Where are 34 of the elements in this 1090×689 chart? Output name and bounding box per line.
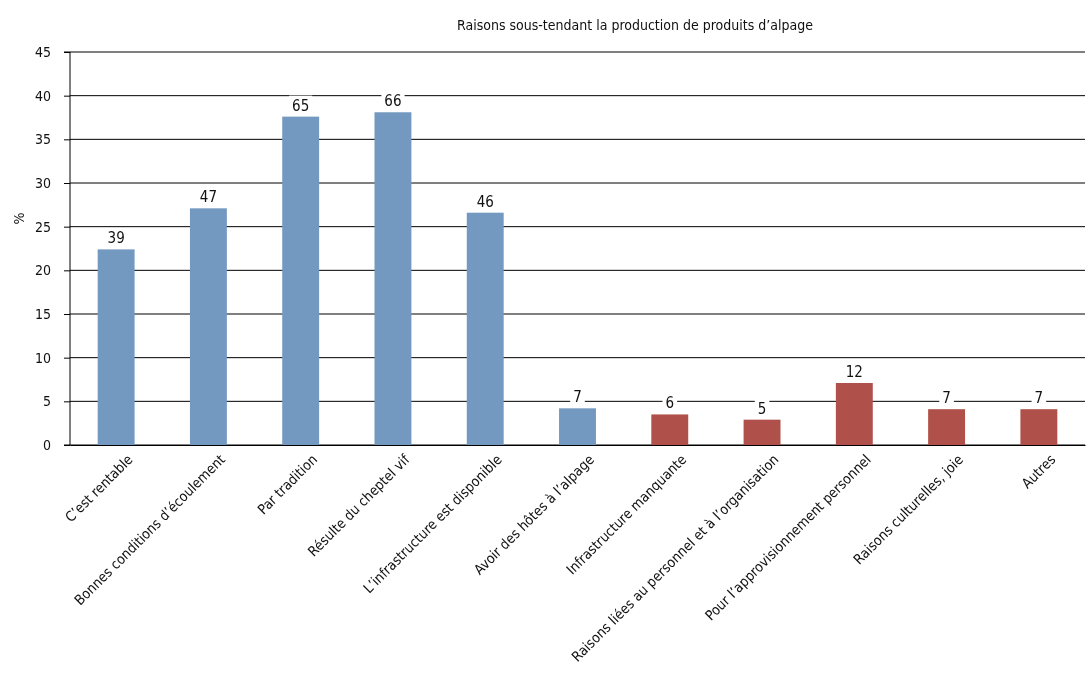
bar [97,249,135,445]
bar [928,409,966,445]
bar [835,382,873,445]
y-tick-label: 30 [34,174,51,191]
annotation: 7 [1034,389,1044,408]
y-tick-label: 15 [34,305,51,322]
y-tick-label: 45 [34,43,51,60]
bar [651,414,689,445]
bar [282,116,320,445]
annotation: 12 [845,362,863,381]
bar [559,408,596,445]
annotation: 46 [476,192,494,211]
y-tick-label: 10 [34,349,51,366]
bar [374,112,412,445]
y-tick-label: 40 [34,87,51,104]
annotation: 47 [199,188,217,207]
bar [466,212,504,445]
y-tick-label: 35 [34,131,51,148]
annotation: 6 [665,394,675,413]
y-axis-title: % [11,212,27,225]
annotation: 7 [573,388,582,407]
y-tick-label: 0 [42,436,51,453]
annotation: 7 [942,389,951,408]
y-tick-label: 5 [42,393,51,410]
bar [743,419,781,445]
annotation: 39 [107,229,125,248]
annotation: 65 [292,96,310,115]
y-tick-label: 25 [34,218,51,235]
y-tick-label: 20 [34,262,51,279]
chart-title: Raisons sous-tendant la production de produits d’alpage [457,17,814,33]
bar [189,208,227,445]
bar [1020,409,1058,445]
annotation: 66 [384,92,402,111]
annotation: 5 [757,399,767,418]
